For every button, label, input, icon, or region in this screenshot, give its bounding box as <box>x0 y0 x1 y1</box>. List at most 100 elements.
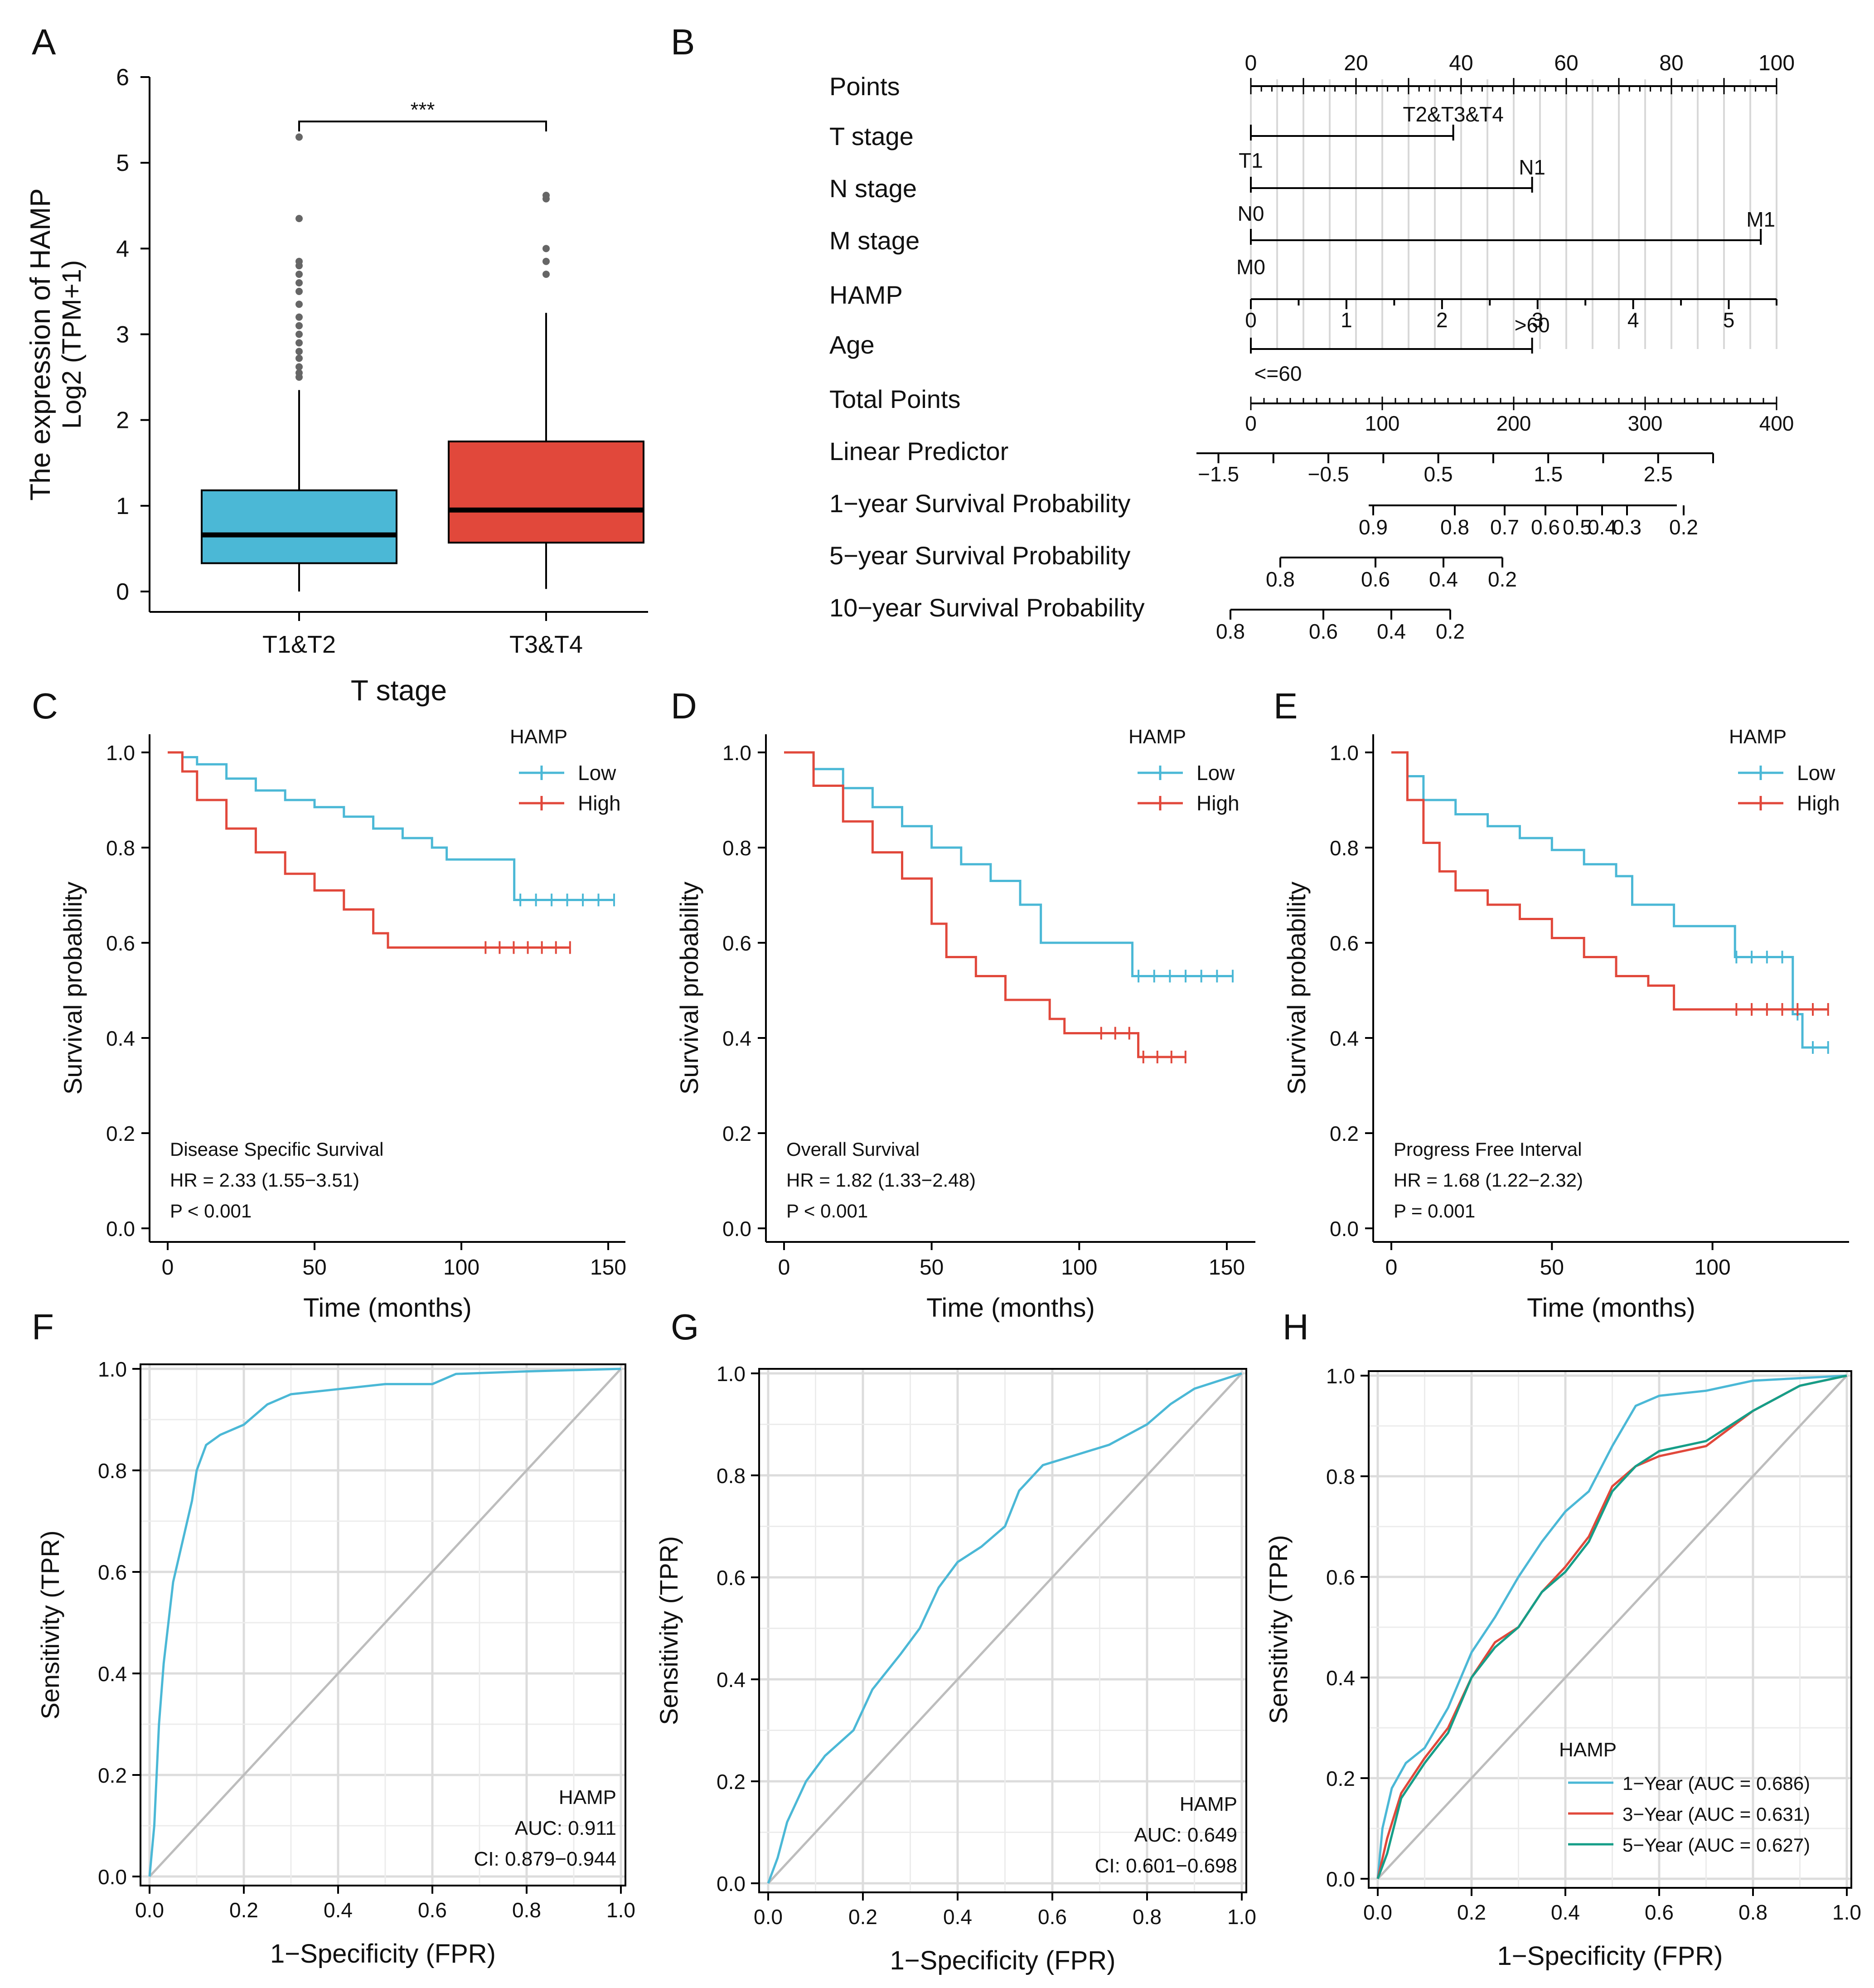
outlier-point <box>295 215 303 223</box>
outlier-point <box>295 322 303 330</box>
points-tick-label: 40 <box>1449 51 1473 75</box>
plot-frame <box>1368 1370 1852 1889</box>
n-stage-level-high: N1 <box>1519 155 1545 179</box>
series-line-1 <box>1376 1374 1847 1879</box>
x-tick-label: 150 <box>590 1256 626 1280</box>
diagonal-reference <box>149 1368 622 1877</box>
x-tick-label: T1&T2 <box>262 631 336 658</box>
linear-predictor-tick-label: −1.5 <box>1198 462 1239 486</box>
x-tick-label: 100 <box>1061 1256 1097 1280</box>
panel-label-b: B <box>671 22 695 62</box>
annotation-text: HAMP <box>559 1786 616 1809</box>
x-tick-label: 0.2 <box>1457 1901 1486 1924</box>
legend-label: 1−Year (AUC = 0.686) <box>1622 1773 1810 1794</box>
y-axis-label: The expression of HAMP <box>25 188 56 500</box>
y-tick-label: 0.2 <box>1326 1767 1355 1790</box>
x-tick-label: 0.0 <box>135 1898 164 1922</box>
y-tick-label: 0.0 <box>106 1217 135 1241</box>
x-tick-label: 50 <box>1540 1256 1564 1280</box>
annotation-text: AUC: 0.911 <box>515 1817 616 1839</box>
linear-predictor-tick-label: 1.5 <box>1534 462 1563 486</box>
box-iqr <box>201 489 397 564</box>
m-stage-level-low: M0 <box>1236 255 1265 279</box>
panel-label-a: A <box>32 22 56 62</box>
annotation-text: HR = 2.33 (1.55−3.51) <box>170 1169 359 1191</box>
hamp-tick-label: 3 <box>1532 308 1544 332</box>
legend-label: Low <box>1797 761 1835 785</box>
t-stage-level-high: T2&T3&T4 <box>1403 102 1503 126</box>
total-points-tick-label: 300 <box>1628 412 1663 435</box>
legend-label: 5−Year (AUC = 0.627) <box>1622 1834 1810 1856</box>
points-tick-label: 20 <box>1344 51 1368 75</box>
y-axis-label: Survival probability <box>675 882 703 1095</box>
x-tick-label: 50 <box>920 1256 944 1280</box>
x-tick-label: 0.0 <box>754 1905 783 1929</box>
series-line-3 <box>1376 1374 1847 1879</box>
y-tick-label: 0.2 <box>106 1122 135 1145</box>
annotation-text: P < 0.001 <box>170 1200 252 1222</box>
series-line-1 <box>767 1372 1242 1884</box>
x-tick-label: 50 <box>302 1256 326 1280</box>
x-axis-label: Time (months) <box>926 1293 1095 1323</box>
x-tick-label: 0 <box>162 1256 174 1280</box>
ten-year-survival-tick-label: 0.4 <box>1377 620 1406 643</box>
one-year-survival-tick-label: 0.8 <box>1440 515 1469 539</box>
y-axis-label: Sensitivity (TPR) <box>1264 1535 1293 1724</box>
diagonal-reference <box>767 1372 1243 1884</box>
y-tick-label: 0.4 <box>1330 1027 1359 1050</box>
y-tick-label: 1.0 <box>1326 1364 1355 1388</box>
nomogram-row-label: Age <box>829 330 875 359</box>
annotation-text: Disease Specific Survival <box>170 1139 384 1160</box>
outlier-point <box>542 192 550 199</box>
legend-title: HAMP <box>1729 726 1787 748</box>
nomogram-row-label: 10−year Survival Probability <box>829 593 1145 622</box>
hamp-tick-label: 0 <box>1245 308 1257 332</box>
box-iqr <box>448 440 644 544</box>
five-year-survival-tick-label: 0.4 <box>1429 567 1458 591</box>
one-year-survival-tick-label: 0.9 <box>1359 515 1388 539</box>
y-tick-label: 0.6 <box>98 1561 127 1584</box>
y-tick-label: 1 <box>116 493 129 519</box>
significance-label: *** <box>411 98 435 121</box>
y-tick-label: 4 <box>116 236 129 262</box>
y-tick-label: 5 <box>116 150 129 176</box>
five-year-survival-tick-label: 0.2 <box>1488 567 1517 591</box>
y-tick-label: 0.8 <box>98 1459 127 1483</box>
y-tick-label: 3 <box>116 322 129 348</box>
legend-title: HAMP <box>1559 1739 1617 1761</box>
y-tick-label: 1.0 <box>717 1362 746 1386</box>
y-tick-label: 0.0 <box>1326 1867 1355 1891</box>
outlier-point <box>542 257 550 265</box>
series-line-1 <box>784 751 1233 977</box>
points-tick-label: 80 <box>1659 51 1683 75</box>
one-year-survival-tick-label: 0.7 <box>1490 515 1519 539</box>
hamp-tick-label: 2 <box>1436 308 1448 332</box>
age-level-low: <=60 <box>1254 362 1302 385</box>
ten-year-survival-tick-label: 0.8 <box>1216 620 1245 643</box>
one-year-survival-tick-label: 0.2 <box>1669 515 1698 539</box>
x-tick-label: 0.0 <box>1363 1901 1392 1924</box>
y-tick-label: 0.4 <box>98 1662 127 1686</box>
series-line-1 <box>168 751 614 901</box>
linear-predictor-tick-label: −0.5 <box>1308 462 1349 486</box>
outlier-point <box>295 369 303 377</box>
plot-frame <box>758 1368 1247 1893</box>
panel-label-c: C <box>32 686 58 726</box>
y-tick-label: 0.6 <box>717 1566 746 1590</box>
x-axis-label: Time (months) <box>303 1293 472 1323</box>
panel-f-roc-plot: 0.0 0.2 0.4 0.6 0.8 1.0 0.0 0.2 0.4 0.6 0.8 1.0 HAMP… <box>36 1358 635 1969</box>
y-tick-label: 0.0 <box>717 1872 746 1896</box>
nomogram-row-label: M stage <box>829 226 920 255</box>
legend-label: High <box>578 791 621 815</box>
x-tick-label: 0 <box>778 1256 790 1280</box>
x-axis-label: Time (months) <box>1527 1293 1695 1323</box>
y-tick-label: 1.0 <box>722 741 751 765</box>
y-tick-label: 0.8 <box>722 836 751 860</box>
annotation-text: HR = 1.68 (1.22−2.32) <box>1394 1169 1583 1191</box>
nomogram-row-label: 5−year Survival Probability <box>829 541 1131 570</box>
y-tick-label: 0 <box>116 579 129 605</box>
y-tick-label: 0.0 <box>98 1865 127 1889</box>
significance-bracket <box>298 121 547 131</box>
x-tick-label: 150 <box>1209 1256 1245 1280</box>
